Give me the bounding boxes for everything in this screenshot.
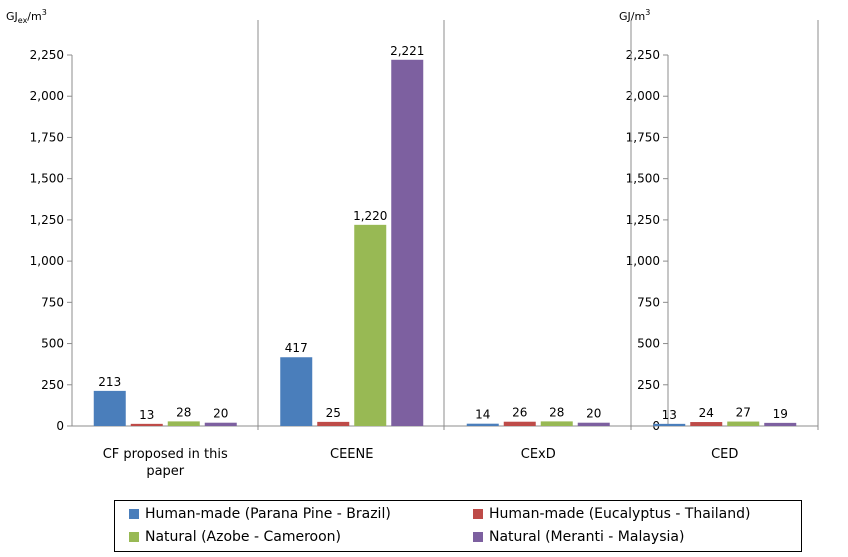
y-tick-label: 2,000 [30,89,64,103]
y-tick-label: 750 [41,295,64,309]
legend-label: Human-made (Eucalyptus - Thailand) [489,506,751,522]
legend-item: Human-made (Eucalyptus - Thailand) [473,506,750,522]
y-tick-label: 1,500 [626,172,660,186]
svg-text:GJ/m3: GJ/m3 [619,8,650,23]
bar [167,421,200,426]
data-label: 13 [139,408,154,422]
data-label: 20 [213,407,228,421]
data-label: 213 [98,375,121,389]
bar [764,422,797,426]
y-tick-label: 1,750 [30,130,64,144]
bar [130,423,163,426]
data-label: 20 [586,407,601,421]
legend: Human-made (Parana Pine - Brazil) Human-m… [114,500,802,552]
chart: GJex/m3 GJ/m3 0 250 500 750 1,000 1,250 1,500 1… [6,8,819,479]
bar [577,422,610,426]
y-tick-label: 250 [637,378,660,392]
bar [727,421,760,426]
category-label: CED [711,447,738,462]
category-label: CExD [521,447,556,462]
svg-text:GJex/m3: GJex/m3 [6,8,47,25]
legend-item: Natural (Azobe - Cameroon) [129,529,341,545]
legend-item: Natural (Meranti - Malaysia) [473,529,684,545]
legend-swatch [129,509,139,519]
data-label: 27 [736,406,751,420]
y-tick-label: 1,000 [626,254,660,268]
data-label: 24 [699,406,714,420]
data-label: 26 [512,406,527,420]
legend-label: Natural (Meranti - Malaysia) [489,529,685,545]
y-tick-label: 1,500 [30,172,64,186]
y-tick-label: 500 [637,337,660,351]
right-unit-label: GJ/m3 [619,8,650,23]
data-label: 13 [662,408,677,422]
legend-swatch [473,532,483,542]
bar [391,59,424,427]
bar [466,423,499,426]
category-label: CF proposed in this [103,447,228,462]
bar [503,421,536,426]
y-tick-label: 2,250 [30,48,64,62]
legend-item: Human-made (Parana Pine - Brazil) [129,506,391,522]
bar [204,422,237,426]
bar [354,224,387,426]
legend-swatch [473,509,483,519]
data-label: 28 [176,405,191,419]
category-label: CEENE [330,447,373,462]
y-tick-label: 0 [56,419,64,433]
bar [93,390,126,426]
y-tick-label: 500 [41,337,64,351]
left-unit-label: GJex/m3 [6,8,47,25]
y-tick-label: 750 [637,295,660,309]
bar [280,357,313,426]
y-tick-label: 1,250 [626,213,660,227]
data-label: 1,220 [353,209,387,223]
bar [317,421,350,426]
category-label: paper [146,464,184,479]
bar [540,421,573,426]
y-tick-label: 1,000 [30,254,64,268]
data-label: 417 [285,341,308,355]
y-tick-label: 1,750 [626,130,660,144]
bar [653,423,686,426]
bar [690,422,723,426]
data-label: 25 [326,406,341,420]
y-tick-label: 2,250 [626,48,660,62]
y-tick-label: 2,000 [626,89,660,103]
legend-label: Natural (Azobe - Cameroon) [145,529,342,545]
data-label: 19 [773,407,788,421]
legend-label: Human-made (Parana Pine - Brazil) [145,506,391,522]
legend-swatch [129,532,139,542]
data-label: 14 [475,408,490,422]
data-label: 2,221 [390,44,424,58]
y-tick-label: 250 [41,378,64,392]
y-tick-label: 1,250 [30,213,64,227]
data-label: 28 [549,405,564,419]
